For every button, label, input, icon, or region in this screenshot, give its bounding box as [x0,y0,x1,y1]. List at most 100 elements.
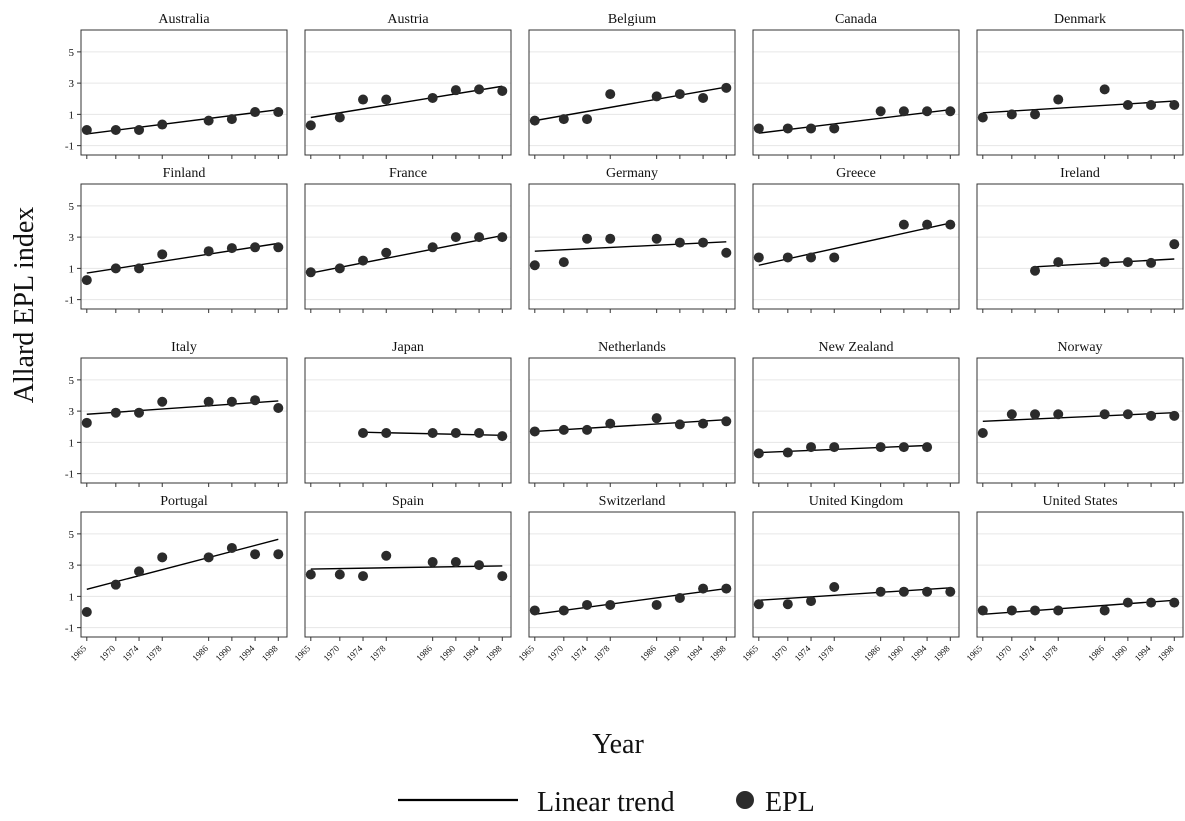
data-point [806,596,817,607]
x-tick-label: 1970 [769,643,789,663]
x-tick-label: 1990 [885,643,905,663]
x-tick-label: 1994 [685,643,705,663]
panel-frame [528,357,736,484]
data-point [203,115,214,126]
data-point [721,416,732,427]
data-point [922,442,933,453]
data-point [529,115,540,126]
y-tick-label: 5 [69,47,75,59]
x-axis-label: Year [592,729,644,760]
panel-title: Italy [171,340,197,355]
data-point [753,252,764,263]
panel-title: Australia [158,12,210,27]
data-point [1146,257,1157,268]
data-point [558,257,569,268]
x-tick-label: 1994 [461,643,481,663]
panel-title: United States [1042,494,1117,509]
panel-title: Netherlands [598,340,666,355]
data-point [582,424,593,435]
data-point [1122,100,1133,110]
x-tick-label: 1965 [292,643,312,663]
data-point [977,605,988,616]
data-point [358,571,369,582]
data-point [381,428,392,438]
data-point [81,125,92,135]
data-point [497,85,508,96]
x-tick-label: 1974 [569,643,589,663]
legend: Linear trend EPL [398,787,815,818]
panel: Japan [304,340,512,487]
x-tick-label: 1990 [1109,643,1129,663]
y-axis-label: Allard EPL index [9,207,40,403]
data-point [1122,409,1133,420]
data-point [582,114,593,125]
y-tick-label: -1 [65,141,74,153]
data-point [474,560,485,571]
data-point [250,107,261,118]
panel-title: Portugal [160,494,208,509]
x-tick-label: 1990 [213,643,233,663]
panel-frame [528,29,736,156]
data-point [782,123,793,134]
y-tick-label: 5 [69,375,75,387]
x-tick-label: 1978 [368,643,388,663]
x-tick-label: 1990 [661,643,681,663]
data-point [753,123,764,134]
data-point [674,592,685,603]
data-point [977,428,988,438]
data-point [605,233,616,244]
data-point [381,247,392,258]
panel-frame [976,357,1184,484]
data-point [1146,597,1157,608]
x-tick-label: 1965 [964,643,984,663]
panel: Italy -1 1 3 5 [65,340,288,487]
data-point [474,428,485,438]
data-point [157,119,168,130]
panel: New Zealand [752,340,960,487]
data-point [1169,100,1180,110]
y-tick-label: -1 [65,295,74,307]
panel-frame [304,511,512,638]
data-point [806,442,817,453]
data-point [829,252,840,263]
x-tick-label: 1965 [68,643,88,663]
panel: Germany [528,166,736,313]
data-point [898,106,909,117]
data-point [250,242,261,253]
y-tick-label: 5 [69,201,75,213]
data-point [1053,409,1064,420]
panel-frame [752,183,960,310]
data-point [427,557,438,567]
data-point [273,242,284,253]
data-point [250,549,261,560]
panel-frame [976,183,1184,310]
panel: Switzerland 1965 1970 1974 1978 1986 1990 1994 1… [516,494,736,663]
data-point [1030,605,1041,616]
data-point [529,605,540,616]
panel-title: Canada [835,12,878,27]
y-tick-label: -1 [65,623,74,635]
data-point [358,255,369,266]
x-tick-label: 1974 [121,643,141,663]
data-point [157,249,168,260]
y-tick-label: 3 [69,560,75,572]
x-tick-label: 1998 [708,643,728,663]
data-point [226,396,237,407]
trend-line [310,565,503,570]
x-tick-label: 1998 [260,643,280,663]
data-point [674,89,685,100]
data-point [829,442,840,453]
x-tick-label: 1965 [516,643,536,663]
data-point [753,599,764,610]
data-point [898,586,909,597]
x-tick-label: 1970 [97,643,117,663]
data-point [305,120,316,131]
panel-title: Japan [392,340,424,355]
panel-title: Spain [392,494,424,509]
x-tick-label: 1978 [592,643,612,663]
x-tick-label: 1970 [321,643,341,663]
data-point [81,275,92,286]
data-point [450,85,461,96]
